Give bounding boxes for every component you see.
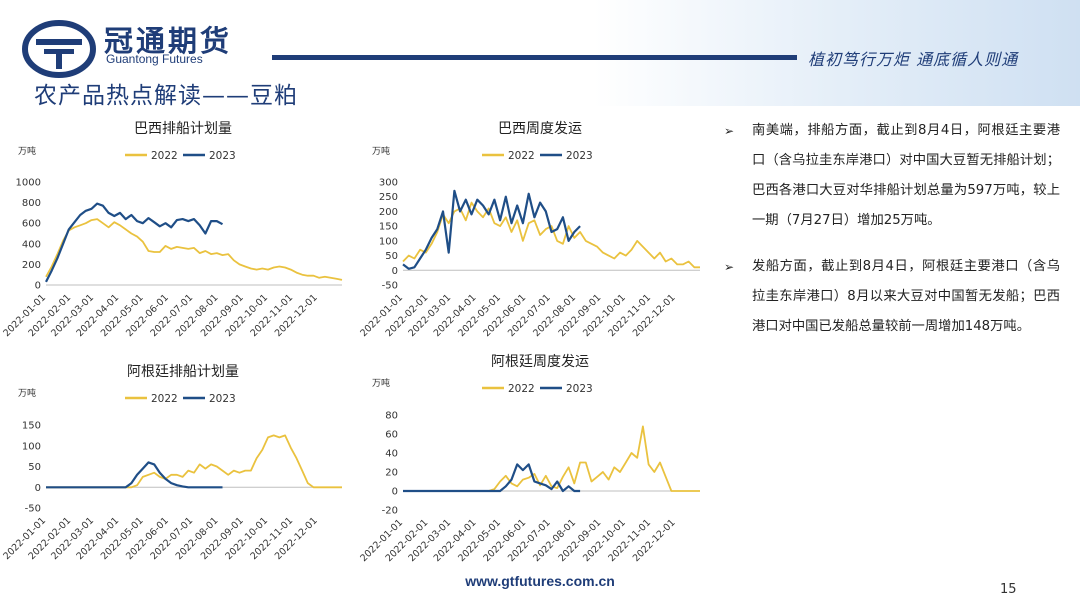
y-tick-label: 200 [379,207,398,218]
arrow-bullet-icon: ➢ [724,260,735,274]
legend-entry: 2023 [209,393,236,405]
legend-entry: 2023 [209,150,236,162]
unit-label: 万吨 [18,145,36,157]
y-tick-label: 20 [385,468,398,479]
y-tick-label: -50 [382,281,398,292]
y-tick-label: -50 [25,504,41,515]
unit-label: 万吨 [372,377,390,389]
chart-title: 巴西周度发运 [498,121,582,137]
legend-entry: 2022 [151,150,178,162]
brand-name: 冠通期货 [104,24,233,58]
series-line-2023 [46,461,223,489]
y-tick-label: 50 [385,251,398,262]
y-tick-label: 0 [392,487,398,498]
series-line-2023 [402,189,581,270]
y-tick-label: 1000 [16,178,41,189]
y-tick-label: 40 [385,449,398,460]
guantong-logo-icon [22,20,96,78]
legend-entry: 2023 [566,383,593,395]
arrow-bullet-icon: ➢ [724,124,735,138]
chart-title: 巴西排船计划量 [134,121,232,137]
y-tick-label: 100 [379,236,398,247]
series-line-2022 [403,425,700,492]
legend-entry: 2022 [151,393,178,405]
chart-title: 阿根廷排船计划量 [127,364,239,380]
y-tick-label: 600 [22,219,41,230]
y-tick-label: -20 [382,506,398,517]
header-divider [272,55,797,60]
y-tick-label: 150 [22,421,41,432]
y-tick-label: 0 [35,483,41,494]
y-tick-label: 150 [379,222,398,233]
bullet-text: 发船方面，截止到8月4日，阿根廷主要港口（含乌拉圭东岸港口）8月以来大豆对中国暂… [752,259,1060,334]
y-tick-label: 400 [22,239,41,250]
series-line-2022 [45,218,343,281]
y-tick-label: 60 [385,430,398,441]
y-tick-label: 200 [22,260,41,271]
y-tick-label: 80 [385,411,398,422]
commentary-bullets: ➢ 南美端，排船方面，截止到8月4日，阿根廷主要港口（含乌拉圭东岸港口）对中国大… [724,116,1060,358]
series-line-2023 [403,463,581,493]
legend-entry: 2022 [508,383,535,395]
page-number: 15 [1000,582,1017,597]
y-tick-label: 0 [392,266,398,277]
slide-header: 冠通期货 Guantong Futures 植初笃行万炬 通底循人则通 农产品热… [0,0,1080,109]
y-tick-label: 50 [28,462,41,473]
y-tick-label: 0 [35,281,41,292]
y-tick-label: 300 [379,178,398,189]
y-tick-label: 100 [22,441,41,452]
company-slogan: 植初笃行万炬 通底循人则通 [808,50,1019,69]
y-tick-label: 800 [22,198,41,209]
series-line-2022 [46,434,342,489]
bullet-text: 南美端，排船方面，截止到8月4日，阿根廷主要港口（含乌拉圭东岸港口）对中国大豆暂… [752,123,1060,228]
legend-entry: 2022 [508,150,535,162]
unit-label: 万吨 [372,145,390,157]
bullet-item: ➢ 南美端，排船方面，截止到8月4日，阿根廷主要港口（含乌拉圭东岸港口）对中国大… [724,116,1060,236]
footer-url: www.gtfutures.com.cn [465,573,615,589]
legend-entry: 2023 [566,150,593,162]
y-tick-label: 250 [379,192,398,203]
unit-label: 万吨 [18,387,36,399]
chart-title: 阿根廷周度发运 [491,354,589,370]
brand-subtitle: Guantong Futures [106,52,203,66]
series-line-2023 [45,202,224,283]
bullet-item: ➢ 发船方面，截止到8月4日，阿根廷主要港口（含乌拉圭东岸港口）8月以来大豆对中… [724,252,1060,342]
page-title: 农产品热点解读——豆粕 [34,83,298,109]
